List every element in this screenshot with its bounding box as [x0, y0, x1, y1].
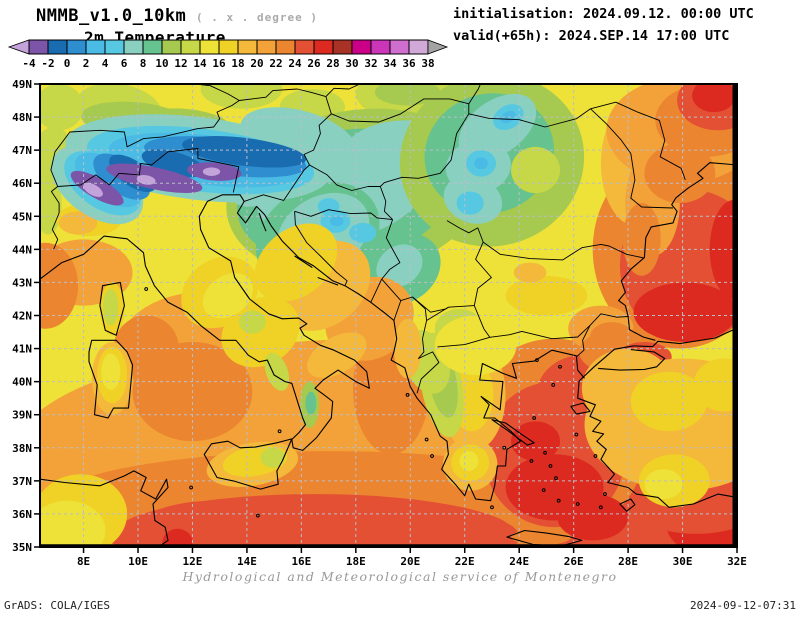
colorbar-cell [104, 39, 125, 55]
lon-label: 30E [673, 555, 693, 568]
colorbar-tick-label: -4 [22, 57, 36, 70]
coastlines [40, 162, 737, 547]
colorbar-tick-label: 8 [140, 57, 147, 70]
colorbar-cell [408, 39, 429, 55]
lon-label: 10E [128, 555, 148, 568]
colorbar-tick-label: 16 [212, 57, 226, 70]
lon-label: 18E [346, 555, 366, 568]
colorbar-cell [294, 39, 315, 55]
lat-label: 35N [12, 541, 32, 554]
colorbar-cell [237, 39, 258, 55]
colorbar-cell [351, 39, 372, 55]
small-islands [144, 287, 607, 518]
valid-time: valid(+65h): 2024.SEP.14 17:00 UTC [453, 28, 730, 44]
colorbar-tick-label: 38 [421, 57, 434, 70]
colorbar-cell [142, 39, 163, 55]
temperature-colorbar: -4 -2 0 2 4 6 8 10 12 14 16 18 20 22 24 26 28 30 32 34 36 38 [7, 39, 449, 70]
colorbar-tick-label: 10 [155, 57, 168, 70]
colorbar-tick-label: 20 [250, 57, 263, 70]
colorbar-tick-label: 34 [383, 57, 397, 70]
temperature-field [40, 84, 737, 547]
colorbar-cell [180, 39, 201, 55]
colorbar-cell [332, 39, 353, 55]
lat-label: 48N [12, 111, 32, 124]
lon-label: 32E [727, 555, 747, 568]
lon-label: 8E [77, 555, 90, 568]
lon-label: 22E [455, 555, 475, 568]
title-grid-note: ( . x . degree ) [196, 11, 318, 24]
axis-labels: 49N 48N 47N 46N 45N 44N 43N 42N 41N 40N 39N 38N 37N 3… [12, 78, 747, 568]
lat-label: 41N [12, 343, 32, 356]
lat-label: 36N [12, 508, 32, 521]
lat-label: 44N [12, 243, 32, 256]
lat-label: 40N [12, 376, 32, 389]
colorbar-tick-label: -2 [41, 57, 54, 70]
colorbar-tick-label: 0 [64, 57, 71, 70]
lat-label: 47N [12, 144, 32, 157]
colorbar-above-max-arrow [427, 39, 449, 55]
colorbar-tick-label: 4 [102, 57, 109, 70]
lon-label: 20E [400, 555, 420, 568]
colorbar-tick-label: 14 [193, 57, 207, 70]
colorbar-below-min-arrow [7, 39, 30, 55]
lat-label: 37N [12, 475, 32, 488]
lat-label: 38N [12, 442, 32, 455]
colorbar-tick-label: 18 [231, 57, 244, 70]
colorbar-cell [66, 39, 87, 55]
colorbar-tick-label: 12 [174, 57, 187, 70]
colorbar-tick-label: 2 [83, 57, 90, 70]
lon-label: 26E [564, 555, 584, 568]
colorbar-cell [275, 39, 296, 55]
lat-label: 39N [12, 409, 32, 422]
colorbar-cell [85, 39, 106, 55]
lat-label: 43N [12, 276, 32, 289]
lon-label: 12E [183, 555, 203, 568]
country-borders [50, 84, 686, 394]
colorbar-tick-label: 24 [288, 57, 302, 70]
lon-label: 16E [291, 555, 311, 568]
colorbar-tick-label: 28 [326, 57, 339, 70]
page-title: NMMB_v1.0_10km [36, 6, 187, 26]
colorbar-cell [199, 39, 220, 55]
lat-label: 45N [12, 210, 32, 223]
service-credit: Hydrological and Meteorological service … [182, 569, 618, 584]
grads-tag: GrADS: COLA/IGES [4, 599, 110, 612]
generation-timestamp: 2024-09-12-07:31 [690, 599, 796, 612]
colorbar-tick-label: 32 [364, 57, 377, 70]
colorbar-cell [218, 39, 239, 55]
colorbar-tick-label: 30 [345, 57, 358, 70]
lon-label: 28E [618, 555, 638, 568]
colorbar-cell [313, 39, 334, 55]
initialisation-time: initialisation: 2024.09.12. 00:00 UTC [453, 6, 754, 22]
lon-label: 24E [509, 555, 529, 568]
colorbar-cell [28, 39, 49, 55]
lon-label: 14E [237, 555, 257, 568]
colorbar-cell [370, 39, 391, 55]
colorbar-cell [256, 39, 277, 55]
colorbar-tick-label: 6 [121, 57, 128, 70]
colorbar-cell [161, 39, 182, 55]
colorbar-cell [389, 39, 410, 55]
lat-label: 46N [12, 177, 32, 190]
colorbar-cell [123, 39, 144, 55]
lat-label: 49N [12, 78, 32, 91]
colorbar-tick-label: 36 [402, 57, 416, 70]
colorbar-tick-label: 26 [307, 57, 321, 70]
lat-label: 42N [12, 310, 32, 323]
colorbar-tick-label: 22 [269, 57, 282, 70]
colorbar-cell [47, 39, 68, 55]
graticule [40, 84, 737, 547]
